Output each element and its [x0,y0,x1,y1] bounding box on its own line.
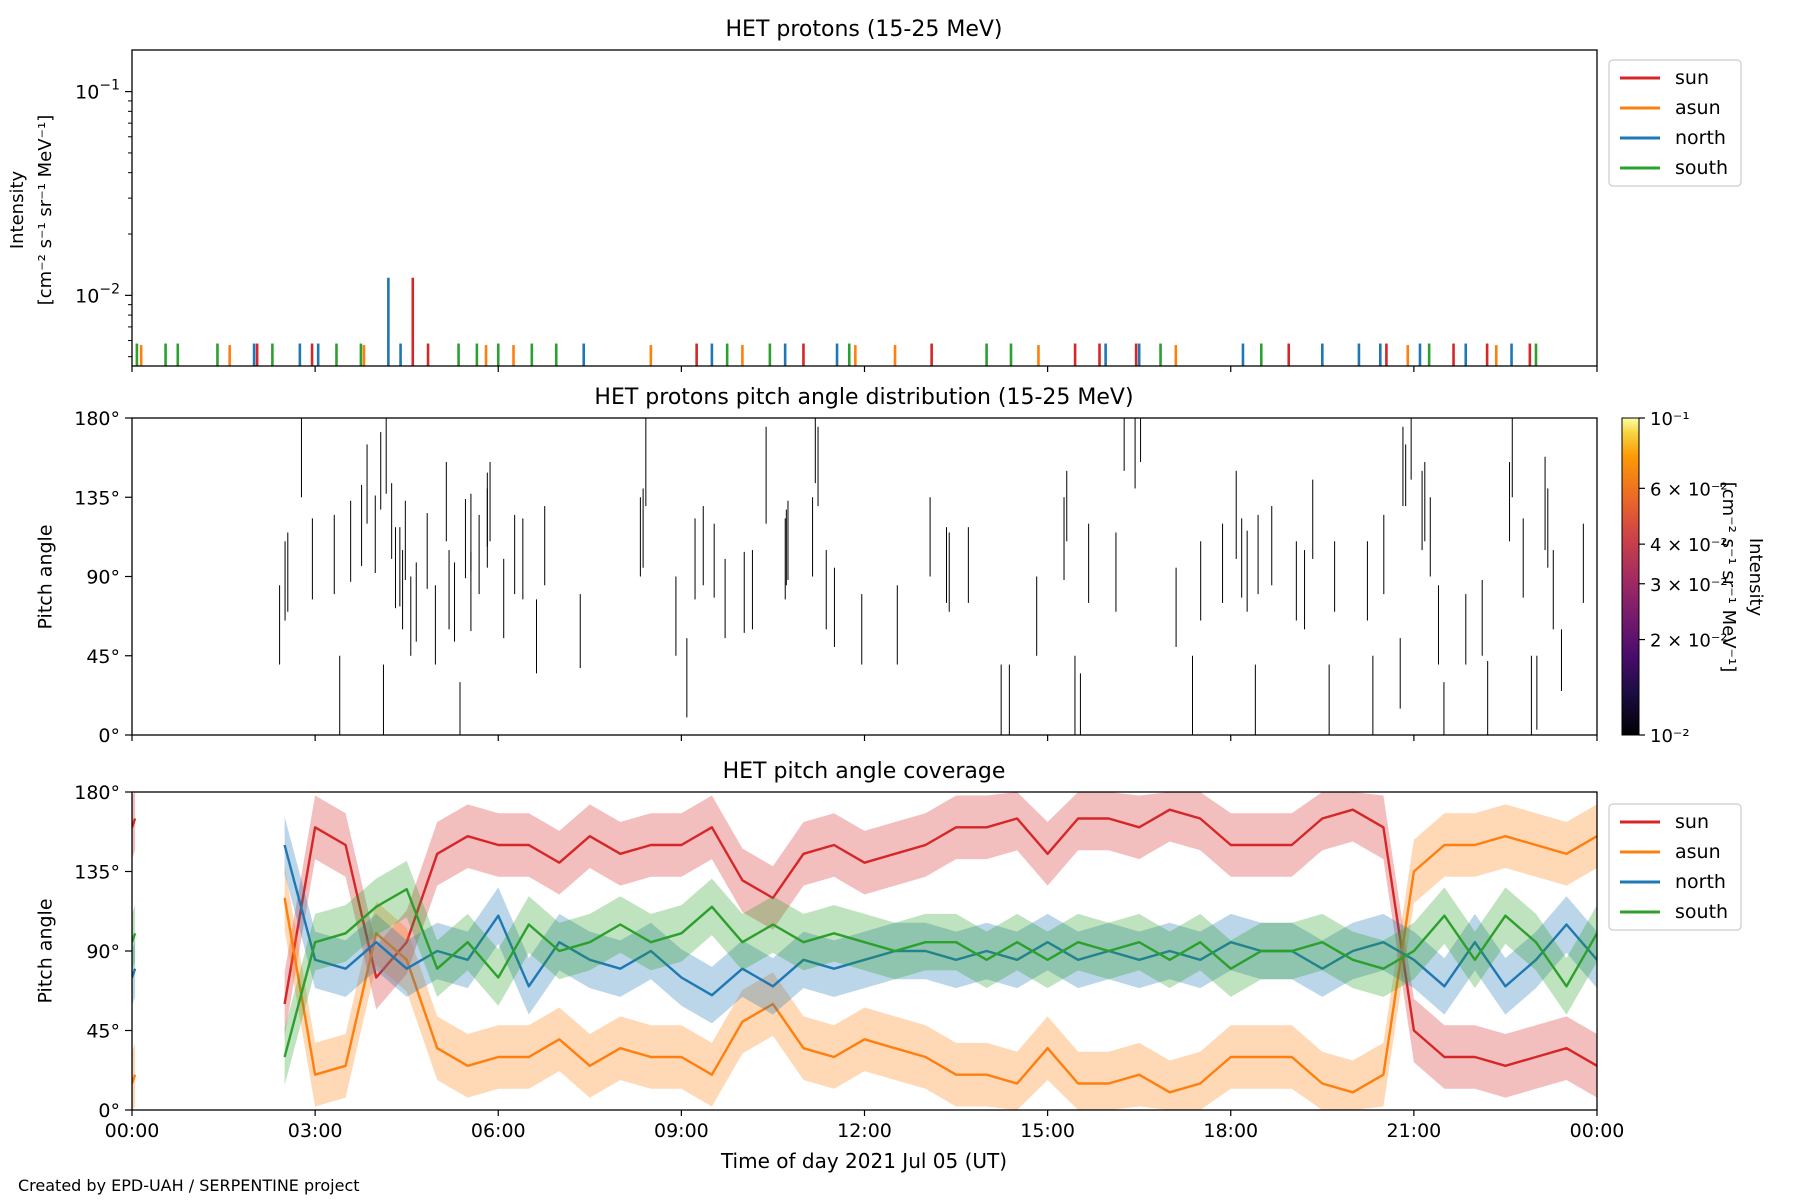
panel1-ylabel-line1: Intensity [7,170,28,249]
y-tick-label: 45° [86,1021,120,1043]
sun-band [284,792,1597,1098]
south-band [284,860,1597,1086]
colorbar-tick-label: 10⁻² [1650,726,1690,747]
colorbar-label-line1: Intensity [1745,538,1766,617]
y-tick-label: 180° [74,782,120,804]
y-tick-label: 180° [74,408,120,430]
colorbar-ticks: 10⁻¹ 6 × 10⁻² 4 × 10⁻² 3 × 10⁻² 2 × 10⁻² 10⁻² [1639,409,1728,747]
panel1-x-ticks [131,366,1598,372]
y-tick-label: 135° [74,487,120,509]
north-line [283,844,1597,997]
y-tick-label: 90° [86,567,120,589]
y-tick-label: 10−2 [75,281,120,307]
x-tick-label: 03:00 [288,1120,343,1142]
y-tick-label: 0° [98,725,120,747]
panel1-title: HET protons (15-25 MeV) [726,17,1003,42]
panel3-series [132,792,1597,1110]
south-line [283,888,1597,1058]
panel-pitch-angle-distribution: HET protons pitch angle distribution (15… [35,385,1767,747]
panel1-frame [131,49,1598,367]
panel2-title: HET protons pitch angle distribution (15… [594,385,1133,410]
panel-intensity: HET protons (15-25 MeV) 10−1 10−2 Intensi… [7,17,1742,372]
x-tick-label: 06:00 [471,1120,526,1142]
panel1-legend-box [1608,59,1742,187]
y-tick-label: 45° [86,646,120,668]
colorbar-label: Intensity [cm⁻² s⁻¹ sr⁻¹ MeV⁻¹] [1718,482,1766,673]
panel3-legend-box [1608,803,1742,931]
legend1-sun-label: sun [1675,67,1709,89]
colorbar: 10⁻¹ 6 × 10⁻² 4 × 10⁻² 3 × 10⁻² 2 × 10⁻² 10⁻²… [1621,409,1766,747]
y-tick-label: 0° [98,1100,120,1122]
legend1-south-label: south [1675,157,1728,179]
panel1-legend: sun asun north south [1608,59,1742,187]
panel1-ylabel: Intensity [cm⁻² s⁻¹ sr⁻¹ MeV⁻¹] [7,115,56,306]
x-tick-label: 15:00 [1020,1120,1075,1142]
x-tick-label: 09:00 [654,1120,709,1142]
legend1-north-label: north [1675,127,1726,149]
x-tick-label: 00:00 [105,1120,160,1142]
panel3-y-axis: 0° 45° 90° 135° 180° [74,782,132,1122]
panel3-title: HET pitch angle coverage [723,759,1006,784]
legend3-asun-label: asun [1675,841,1721,863]
panel3-legend: sun asun north south [1608,803,1742,931]
x-tick-label: 00:00 [1570,1120,1625,1142]
colorbar-label-line2: [cm⁻² s⁻¹ sr⁻¹ MeV⁻¹] [1718,482,1739,673]
north-band [284,816,1597,1024]
panel2-y-axis: 0° 45° 90° 135° 180° [74,408,132,747]
colorbar-gradient [1621,417,1640,736]
y-tick-label: 90° [86,941,120,963]
sun-line [283,808,1597,1067]
colorbar-tick-label: 3 × 10⁻² [1650,575,1728,596]
asun-line [283,835,1597,1094]
panel2-ylabel: Pitch angle [35,524,57,629]
panel1-series [135,277,1538,366]
legend3-sun-label: sun [1675,811,1709,833]
panel2-segments [279,418,1584,735]
panel3-ylabel: Pitch angle [35,898,57,1003]
legend3-south-label: south [1675,901,1728,923]
panel2-frame [131,417,1598,736]
y-tick-label: 10−1 [75,78,120,104]
panel-pitch-angle-coverage: HET pitch angle coverage 0° 45° 90° 135° 180… [35,759,1742,1173]
asun-band [284,804,1597,1110]
colorbar-tick-label: 4 × 10⁻² [1650,535,1728,556]
panel1-y-axis: 10−1 10−2 [75,78,132,358]
y-tick-label: 135° [74,862,120,884]
colorbar-tick-label: 10⁻¹ [1650,409,1690,430]
colorbar-tick-label: 2 × 10⁻² [1650,631,1728,652]
x-tick-label: 21:00 [1386,1120,1441,1142]
panel1-ylabel-line2: [cm⁻² s⁻¹ sr⁻¹ MeV⁻¹] [35,115,56,306]
x-axis-label: Time of day 2021 Jul 05 (UT) [720,1149,1007,1173]
credit-text: Created by EPD-UAH / SERPENTINE project [18,1176,360,1195]
x-tick-label: 12:00 [837,1120,892,1142]
x-tick-label: 18:00 [1203,1120,1258,1142]
panel3-x-axis: 00:00 03:00 06:00 09:00 12:00 15:00 18:00 21:00… [105,1110,1625,1142]
colorbar-tick-label: 6 × 10⁻² [1650,479,1728,500]
legend1-asun-label: asun [1675,97,1721,119]
legend3-north-label: north [1675,871,1726,893]
panel2-x-ticks [131,735,1598,741]
